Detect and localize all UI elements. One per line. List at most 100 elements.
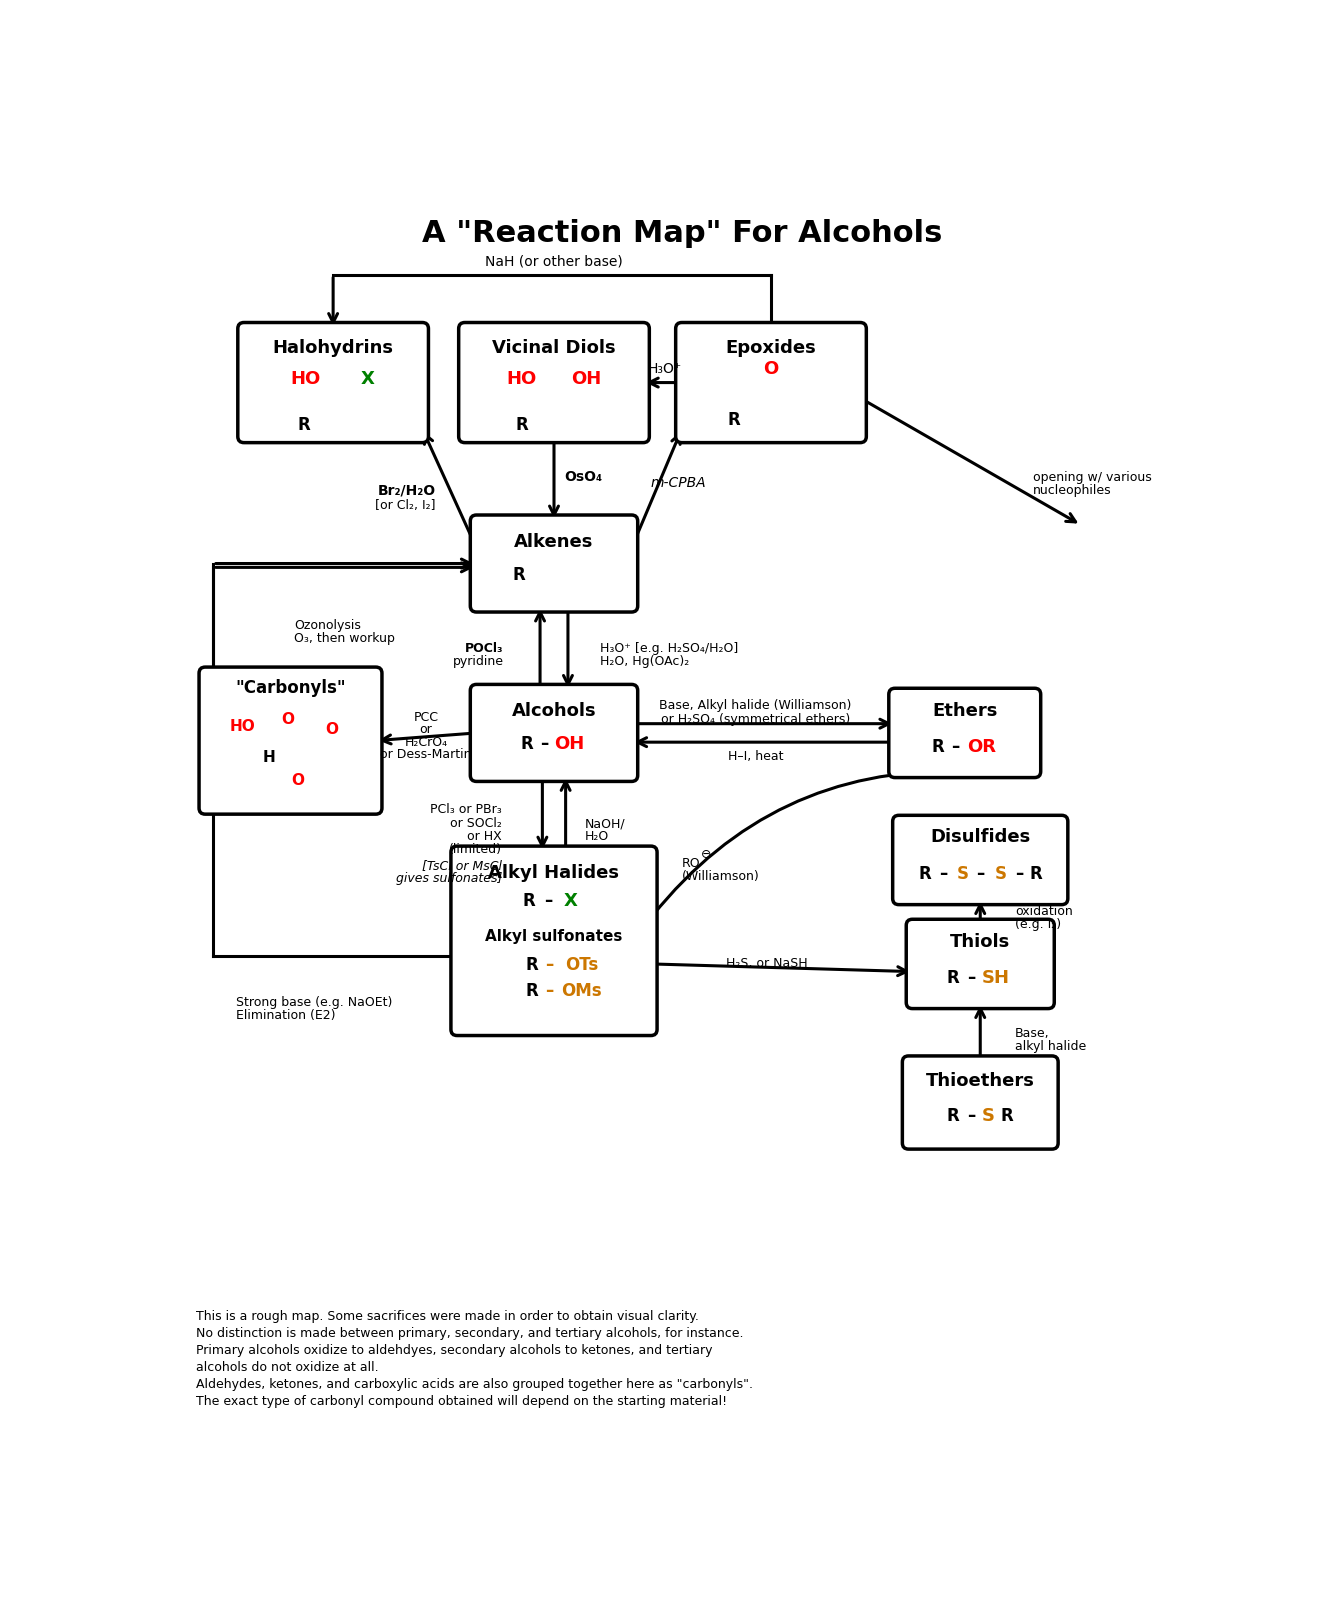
FancyBboxPatch shape xyxy=(902,1055,1058,1149)
Text: or H₂SO₄ (symmetrical ethers): or H₂SO₄ (symmetrical ethers) xyxy=(661,713,850,726)
Text: or: or xyxy=(420,724,433,737)
Text: H₂CrO₄: H₂CrO₄ xyxy=(405,735,448,748)
FancyBboxPatch shape xyxy=(238,323,429,443)
Text: (Williamson): (Williamson) xyxy=(682,871,759,884)
FancyBboxPatch shape xyxy=(892,816,1068,905)
Text: ⊖: ⊖ xyxy=(701,848,711,861)
Text: HO: HO xyxy=(229,719,256,734)
Text: OH: OH xyxy=(554,735,585,753)
Text: HO: HO xyxy=(506,370,537,388)
Text: SH: SH xyxy=(982,968,1010,987)
Text: R: R xyxy=(523,892,535,910)
Text: R: R xyxy=(947,1107,959,1125)
Text: Base, Alkyl halide (Williamson): Base, Alkyl halide (Williamson) xyxy=(659,700,851,713)
Text: (limited): (limited) xyxy=(449,842,502,856)
Text: R: R xyxy=(526,957,538,974)
Text: Alcohols: Alcohols xyxy=(511,703,597,721)
Text: –: – xyxy=(967,1107,975,1125)
Text: Br₂/H₂O: Br₂/H₂O xyxy=(378,483,436,498)
FancyBboxPatch shape xyxy=(675,323,866,443)
Text: "Carbonyls": "Carbonyls" xyxy=(236,679,346,696)
Text: [TsCl or MsCl: [TsCl or MsCl xyxy=(422,858,502,873)
Text: –: – xyxy=(967,968,975,987)
Text: OTs: OTs xyxy=(565,957,598,974)
Text: alkyl halide: alkyl halide xyxy=(1015,1039,1087,1052)
Text: NaOH/: NaOH/ xyxy=(585,818,626,831)
Text: O: O xyxy=(325,722,338,737)
Text: H₃O⁺: H₃O⁺ xyxy=(647,362,682,377)
Text: X: X xyxy=(361,370,374,388)
Text: –: – xyxy=(951,739,959,756)
Text: OsO₄: OsO₄ xyxy=(565,470,602,485)
Text: [or Cl₂, I₂]: [or Cl₂, I₂] xyxy=(374,499,436,512)
Text: –: – xyxy=(543,892,551,910)
FancyBboxPatch shape xyxy=(470,516,638,612)
Text: oxidation: oxidation xyxy=(1015,905,1072,918)
Text: H: H xyxy=(262,750,276,764)
Text: NaH (or other base): NaH (or other base) xyxy=(485,255,623,268)
Text: OMs: OMs xyxy=(562,983,602,1000)
Text: alcohols do not oxidize at all.: alcohols do not oxidize at all. xyxy=(196,1361,378,1374)
Text: O: O xyxy=(281,713,294,727)
Text: This is a rough map. Some sacrifices were made in order to obtain visual clarity: This is a rough map. Some sacrifices wer… xyxy=(196,1311,699,1324)
Text: Base,: Base, xyxy=(1015,1026,1050,1039)
Text: OH: OH xyxy=(571,370,602,388)
Text: Alkyl Halides: Alkyl Halides xyxy=(489,865,619,882)
Text: R: R xyxy=(931,739,944,756)
FancyBboxPatch shape xyxy=(458,323,649,443)
Text: Vicinal Diols: Vicinal Diols xyxy=(493,339,615,357)
FancyBboxPatch shape xyxy=(198,667,382,814)
Text: R: R xyxy=(521,735,533,753)
Text: or Dess-Martin: or Dess-Martin xyxy=(381,748,472,761)
Text: (e.g. I₂): (e.g. I₂) xyxy=(1015,918,1062,931)
Text: Ozonolysis: Ozonolysis xyxy=(294,619,361,632)
Text: A "Reaction Map" For Alcohols: A "Reaction Map" For Alcohols xyxy=(422,220,943,249)
Text: S: S xyxy=(958,865,970,882)
Text: POCl₃: POCl₃ xyxy=(465,642,503,654)
Text: –: – xyxy=(939,865,947,882)
Text: H₂S, or NaSH: H₂S, or NaSH xyxy=(726,957,809,971)
Text: –: – xyxy=(541,735,549,753)
Text: R: R xyxy=(526,983,538,1000)
Text: –: – xyxy=(1015,865,1023,882)
Text: R: R xyxy=(513,566,526,583)
Text: nucleophiles: nucleophiles xyxy=(1032,483,1112,496)
Text: O₃, then workup: O₃, then workup xyxy=(294,632,396,645)
Text: R: R xyxy=(1030,865,1043,882)
Text: Disulfides: Disulfides xyxy=(930,827,1031,845)
Text: S: S xyxy=(982,1107,995,1125)
Text: –: – xyxy=(976,865,984,882)
Text: Alkyl sulfonates: Alkyl sulfonates xyxy=(485,929,622,944)
Text: m-CPBA: m-CPBA xyxy=(650,475,706,490)
Text: H₃O⁺ [e.g. H₂SO₄/H₂O]: H₃O⁺ [e.g. H₂SO₄/H₂O] xyxy=(601,642,739,654)
Text: or SOCl₂: or SOCl₂ xyxy=(450,816,502,829)
Text: –: – xyxy=(545,983,554,1000)
Text: Strong base (e.g. NaOEt): Strong base (e.g. NaOEt) xyxy=(236,995,393,1008)
Text: Epoxides: Epoxides xyxy=(726,339,817,357)
Text: Thiols: Thiols xyxy=(950,934,1011,952)
FancyBboxPatch shape xyxy=(888,688,1040,777)
Text: X: X xyxy=(565,892,578,910)
Text: O: O xyxy=(292,772,305,789)
Text: pyridine: pyridine xyxy=(453,654,503,667)
Text: Ethers: Ethers xyxy=(932,703,998,721)
Text: H₂O: H₂O xyxy=(585,831,609,844)
Text: gives sulfonates]: gives sulfonates] xyxy=(396,873,502,886)
Text: Thioethers: Thioethers xyxy=(926,1071,1035,1089)
Text: O: O xyxy=(763,360,779,378)
FancyBboxPatch shape xyxy=(470,685,638,782)
Text: Alkenes: Alkenes xyxy=(514,533,594,551)
Text: The exact type of carbonyl compound obtained will depend on the starting materia: The exact type of carbonyl compound obta… xyxy=(196,1395,727,1408)
Text: or HX: or HX xyxy=(468,829,502,842)
Text: OR: OR xyxy=(967,739,996,756)
Text: R: R xyxy=(297,415,310,435)
Text: Halohydrins: Halohydrins xyxy=(273,339,394,357)
FancyBboxPatch shape xyxy=(452,847,657,1036)
Text: R: R xyxy=(918,865,931,882)
Text: S: S xyxy=(995,865,1007,882)
Text: R: R xyxy=(947,968,959,987)
FancyBboxPatch shape xyxy=(906,920,1054,1008)
Text: RO: RO xyxy=(682,858,701,871)
Text: H₂O, Hg(OAc)₂: H₂O, Hg(OAc)₂ xyxy=(601,654,690,667)
Text: Elimination (E2): Elimination (E2) xyxy=(236,1008,336,1021)
